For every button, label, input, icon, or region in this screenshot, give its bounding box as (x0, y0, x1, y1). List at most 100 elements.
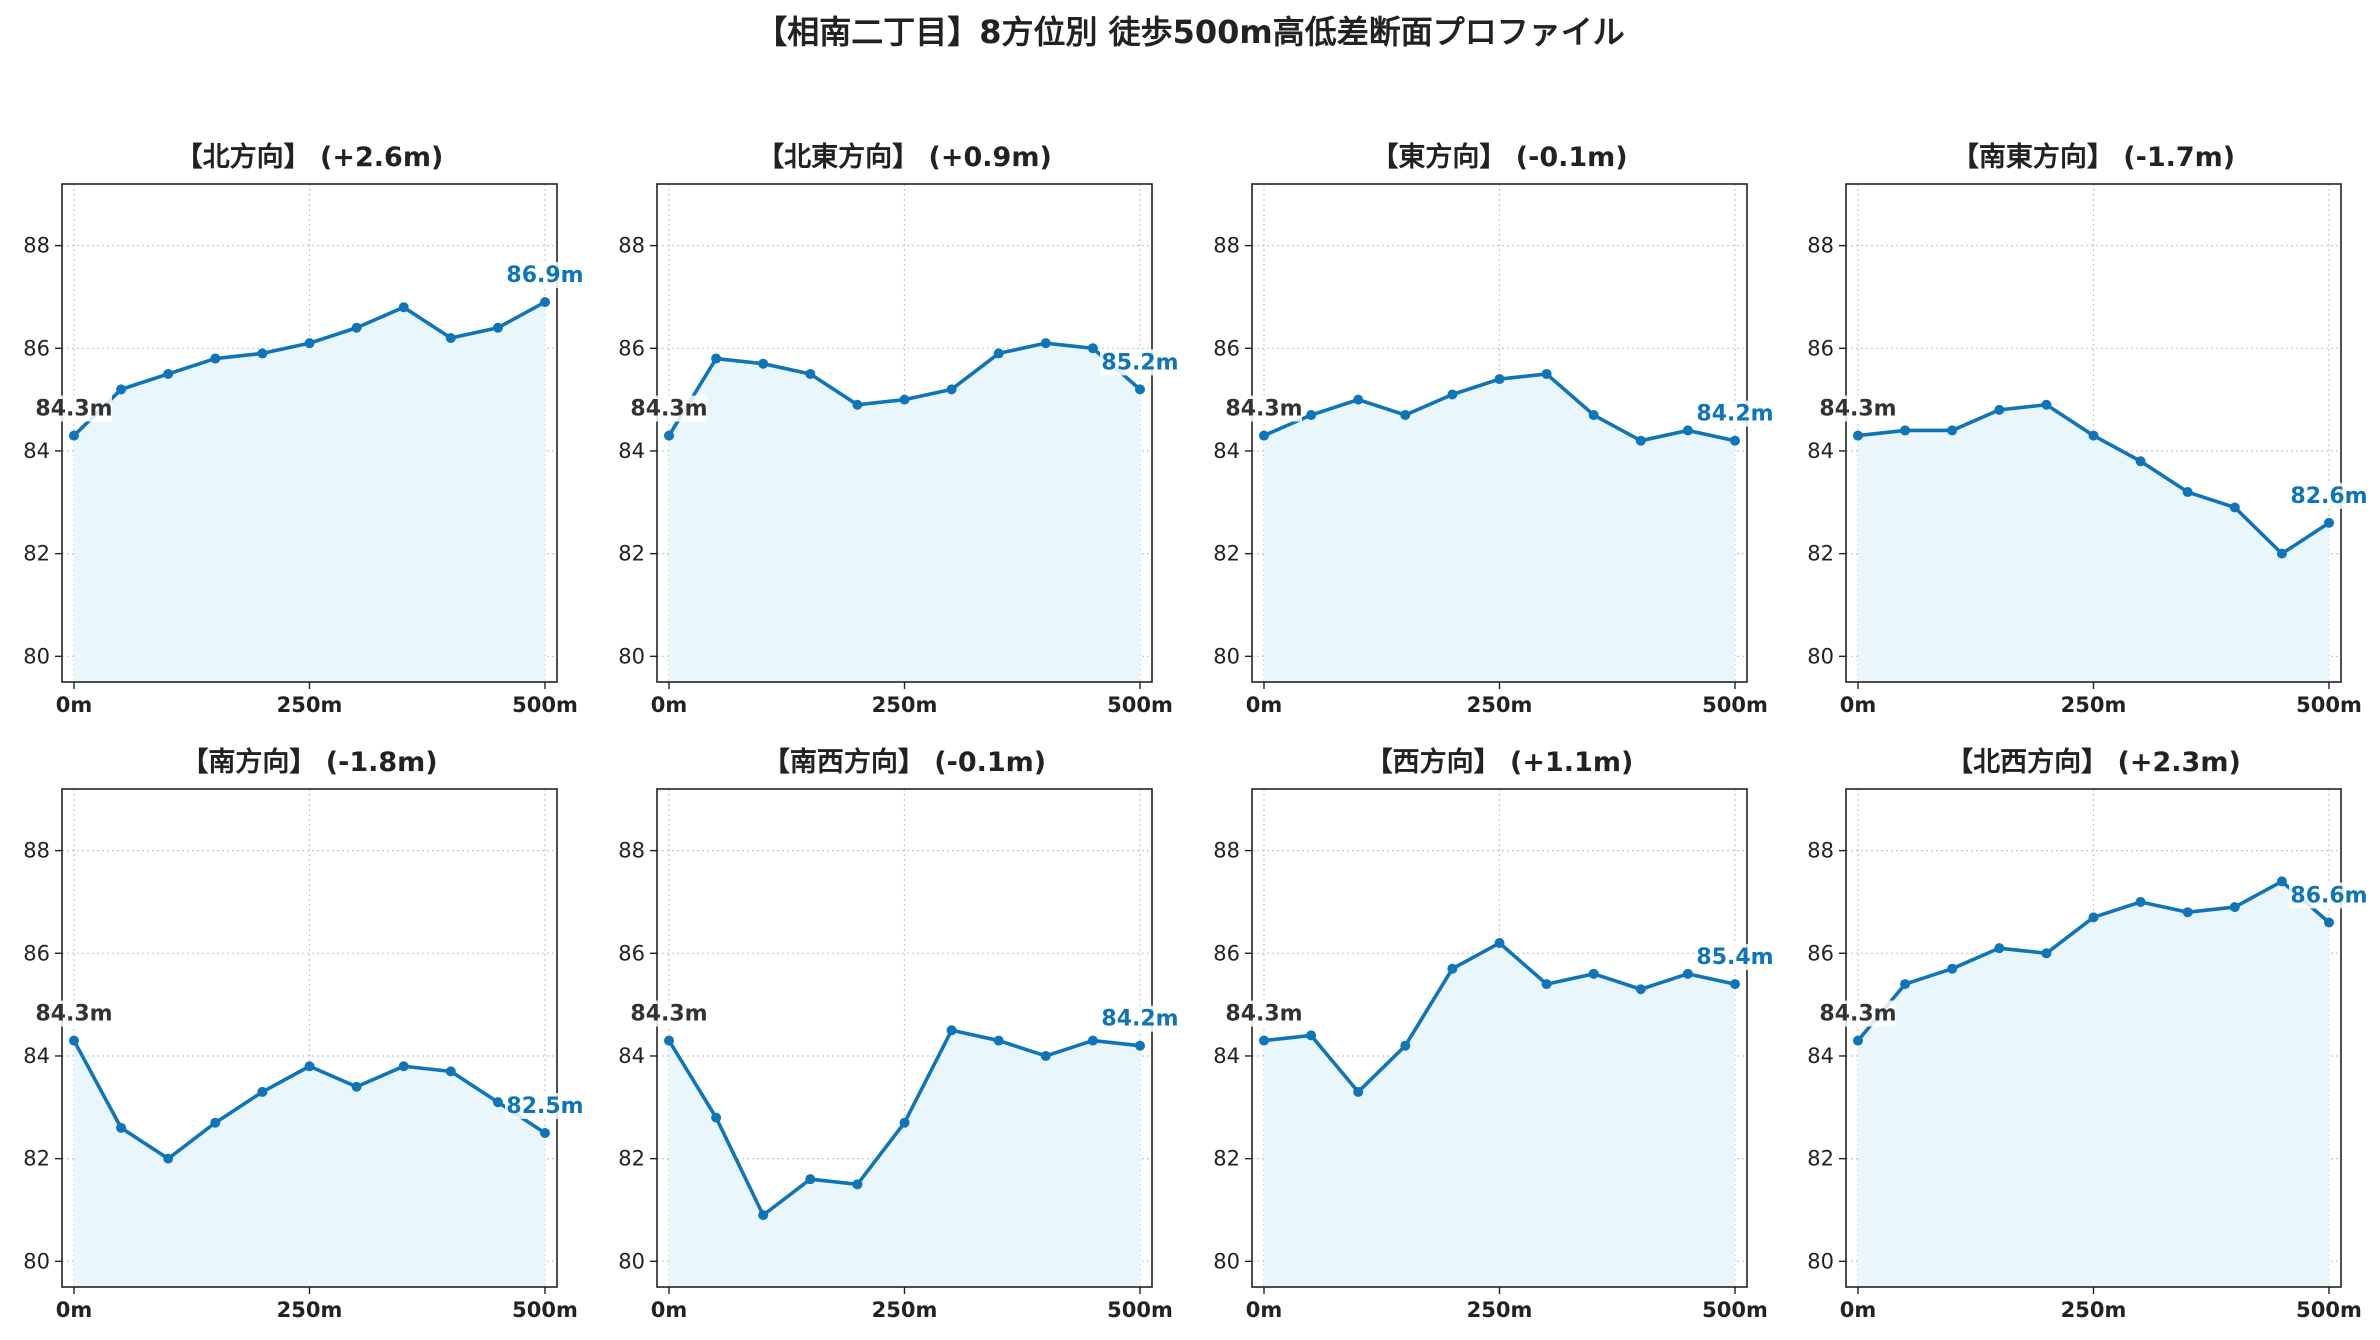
y-tick-label: 80 (1807, 644, 1834, 668)
end-label-bg (2289, 482, 2369, 509)
data-point (899, 394, 910, 405)
data-point (257, 348, 268, 359)
panel-title: 【東方向】 (-0.1m) (1371, 141, 1627, 173)
data-point (1135, 384, 1145, 395)
data-point (852, 1179, 863, 1190)
start-label: 84.3m (1225, 397, 1302, 422)
data-point (1682, 425, 1693, 436)
end-label-bg (1695, 944, 1775, 971)
data-point (1588, 968, 1599, 979)
panel-5: 【南方向】 (-1.8m) 80 82 84 86 88 0m 250m 500m 84.3m 82… (23, 746, 585, 1322)
data-point (2276, 876, 2287, 887)
x-tick-label: 250m (872, 693, 938, 717)
data-point (304, 338, 315, 349)
x-tick-label: 500m (512, 1298, 578, 1322)
y-tick-label: 88 (618, 234, 645, 258)
x-tick-label: 0m (1246, 1298, 1283, 1322)
data-point (946, 384, 957, 395)
data-point (1040, 338, 1051, 349)
data-point (1087, 1035, 1098, 1046)
start-label-bg (36, 1000, 112, 1027)
area-fill (1858, 404, 2329, 682)
data-point (540, 297, 550, 308)
start-label-bg (1226, 1000, 1302, 1027)
start-label: 84.3m (630, 1002, 707, 1027)
y-tick-label: 88 (1807, 234, 1834, 258)
x-tick-label: 500m (1702, 693, 1768, 717)
panel-3: 【東方向】 (-0.1m) 80 82 84 86 88 0m 250m 500m 84.3m 84… (1213, 141, 1775, 717)
data-point (210, 1117, 221, 1128)
data-point (116, 1122, 127, 1133)
x-tick-label: 0m (56, 693, 93, 717)
y-tick-label: 86 (23, 941, 50, 965)
x-tick-label: 500m (2296, 1298, 2362, 1322)
data-point (946, 1025, 957, 1036)
x-tick-label: 500m (1107, 1298, 1173, 1322)
data-point (2041, 399, 2052, 410)
data-point (1494, 374, 1505, 385)
y-tick-label: 82 (1807, 542, 1834, 566)
start-label-bg (631, 395, 707, 422)
data-point (69, 430, 79, 441)
panels: 【北方向】 (+2.6m) 80 82 84 86 88 0m 250m 500m 84.3m 86… (23, 141, 2369, 1322)
y-tick-label: 82 (618, 1147, 645, 1171)
data-point (2229, 502, 2240, 513)
y-tick-label: 86 (618, 336, 645, 360)
data-point (351, 1081, 362, 1092)
data-point (304, 1061, 315, 1072)
data-point (445, 1066, 456, 1077)
x-tick-label: 0m (651, 693, 688, 717)
data-point (1853, 1035, 1863, 1046)
data-point (492, 1097, 503, 1108)
data-point (711, 1112, 722, 1123)
area-fill (74, 302, 545, 682)
x-tick-label: 250m (2061, 1298, 2127, 1322)
start-label: 84.3m (1819, 397, 1896, 422)
area-fill (1264, 373, 1735, 682)
data-point (445, 333, 456, 344)
y-tick-label: 82 (23, 542, 50, 566)
x-tick-label: 500m (1702, 1298, 1768, 1322)
y-tick-label: 80 (1213, 644, 1240, 668)
y-tick-label: 82 (618, 542, 645, 566)
data-point (1306, 410, 1317, 421)
data-point (664, 1035, 674, 1046)
y-tick-label: 84 (1807, 439, 1834, 463)
end-label: 86.9m (506, 263, 583, 288)
end-label: 84.2m (1696, 402, 1773, 427)
data-point (540, 1127, 550, 1138)
data-point (1087, 343, 1098, 354)
panel-title: 【北西方向】 (+2.3m) (1946, 746, 2241, 778)
area-fill (74, 1040, 545, 1287)
data-point (758, 358, 769, 369)
data-point (805, 368, 816, 379)
end-label: 82.6m (2290, 484, 2367, 509)
start-label-bg (1820, 395, 1896, 422)
panel-2: 【北東方向】 (+0.9m) 80 82 84 86 88 0m 250m 500m 84.3m 8… (618, 141, 1180, 717)
y-tick-label: 82 (1807, 1147, 1834, 1171)
data-point (758, 1210, 769, 1221)
panel-title: 【西方向】 (+1.1m) (1366, 746, 1634, 778)
data-point (2041, 948, 2052, 959)
x-tick-label: 250m (872, 1298, 938, 1322)
data-point (163, 1153, 174, 1164)
data-point (1259, 430, 1269, 441)
end-label-bg (1100, 1005, 1180, 1032)
data-point (664, 430, 674, 441)
end-label-bg (505, 262, 585, 289)
start-label-bg (1820, 1000, 1896, 1027)
data-point (69, 1035, 79, 1046)
end-label-bg (1100, 349, 1180, 376)
y-tick-label: 80 (23, 1249, 50, 1273)
end-label: 82.5m (506, 1094, 583, 1119)
data-point (993, 348, 1004, 359)
data-point (351, 322, 362, 333)
y-tick-label: 80 (1213, 1249, 1240, 1273)
data-point (1947, 425, 1958, 436)
panel-1: 【北方向】 (+2.6m) 80 82 84 86 88 0m 250m 500m 84.3m 86… (23, 141, 585, 717)
figure-title: 【相南二丁目】8方位別 徒歩500m高低差断面プロファイル (755, 13, 1625, 51)
y-tick-label: 88 (23, 839, 50, 863)
data-point (1400, 1040, 1411, 1051)
data-point (210, 353, 221, 364)
x-tick-label: 0m (651, 1298, 688, 1322)
